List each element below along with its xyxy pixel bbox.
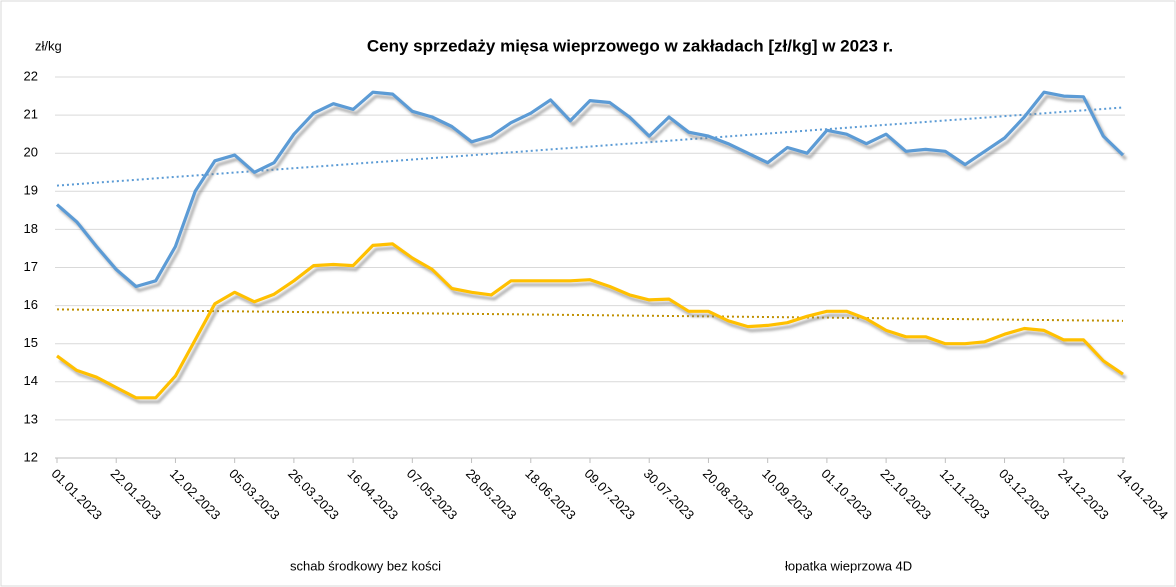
y-axis-label: zł/kg <box>35 38 62 53</box>
series-line <box>55 90 1125 289</box>
y-tick-label: 13 <box>24 411 38 426</box>
y-tick-label: 15 <box>24 335 38 350</box>
chart-title: Ceny sprzedaży mięsa wieprzowego w zakła… <box>367 36 893 55</box>
series-line <box>56 242 1124 400</box>
y-tick-label: 18 <box>24 221 38 236</box>
y-tick-label: 20 <box>24 145 38 160</box>
legend-label: schab środkowy bez kości <box>290 558 441 573</box>
y-tick-label: 16 <box>24 297 38 312</box>
y-tick-label: 12 <box>24 449 38 464</box>
y-tick-label: 14 <box>24 373 38 388</box>
legend-label: łopatka wieprzowa 4D <box>785 558 912 573</box>
trendline <box>56 106 1124 187</box>
y-tick-label: 21 <box>24 107 38 122</box>
y-tick-label: 22 <box>24 68 38 83</box>
y-tick-label: 17 <box>24 259 38 274</box>
y-tick-label: 19 <box>24 183 38 198</box>
